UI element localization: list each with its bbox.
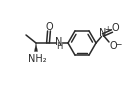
Polygon shape [34, 43, 38, 52]
Text: O: O [112, 23, 119, 33]
Text: NH₂: NH₂ [28, 54, 46, 65]
Text: O: O [110, 41, 117, 51]
Text: N: N [55, 37, 63, 47]
Text: +: + [104, 25, 110, 34]
Text: −: − [115, 40, 121, 49]
Text: O: O [45, 22, 53, 32]
Text: H: H [56, 42, 62, 51]
Text: N: N [99, 28, 107, 39]
